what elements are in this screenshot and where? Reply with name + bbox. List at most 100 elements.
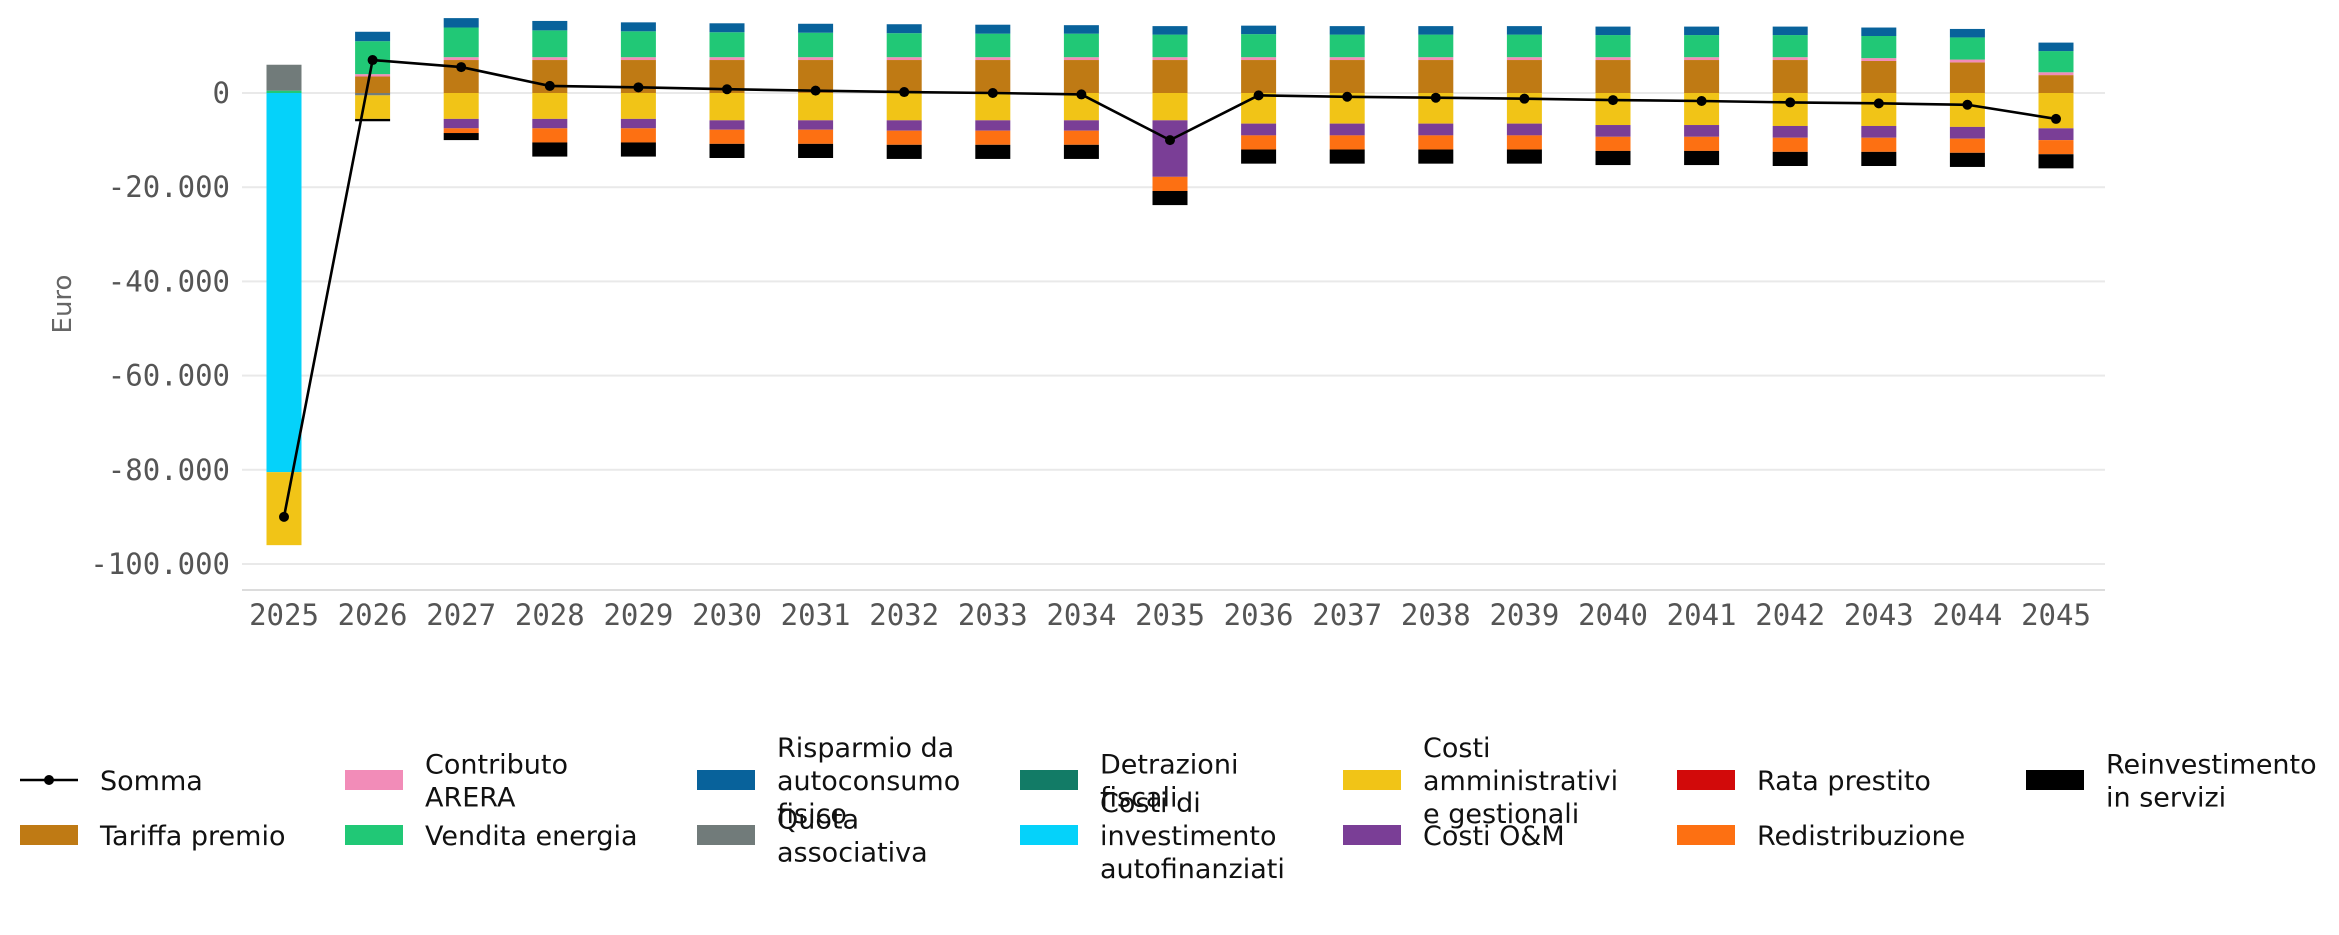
bar-redistribuzione-2037 (1329, 135, 1365, 150)
legend-item-detrazioni: Detrazioni fiscali (1020, 750, 1238, 814)
legend-item-tariffa: Tariffa premio (20, 821, 285, 852)
bar-risparmio-2044 (1949, 28, 1985, 38)
bar-reinvestimento-2044 (1949, 152, 1985, 167)
bar-reinvestimento-2042 (1772, 151, 1808, 167)
bar-redistribuzione-2044 (1949, 138, 1985, 153)
bar-vendita-2031 (798, 32, 834, 58)
bar-quota-2025 (266, 64, 302, 91)
bar-risparmio-2045 (2038, 42, 2074, 52)
bar-om-2030 (709, 120, 745, 130)
bar-vendita-2039 (1506, 34, 1542, 58)
bar-reinvestimento-2034 (1063, 144, 1099, 159)
bar-arera-2045 (2038, 72, 2074, 76)
bar-amministrativi-2026 (355, 95, 391, 119)
legend: Somma Tariffa premio Contributo ARERA Vendit… (20, 733, 2317, 885)
legend-swatch (2026, 770, 2084, 790)
y-tick-label: -20.000 (108, 170, 230, 204)
bar-risparmio-2027 (443, 18, 479, 28)
bar-vendita-2030 (709, 32, 745, 58)
legend-label: Vendita energia (425, 821, 638, 852)
legend-swatch (345, 825, 403, 845)
bar-amministrativi-2025 (266, 472, 302, 546)
bar-vendita-2040 (1595, 35, 1631, 58)
bar-redistribuzione-2040 (1595, 136, 1631, 151)
bar-tariffa-2026 (355, 76, 391, 93)
bar-vendita-2038 (1418, 34, 1454, 58)
legend-item-somma: Somma (20, 766, 203, 797)
bar-investimento-2025 (266, 93, 302, 473)
legend-swatch (20, 825, 78, 845)
bar-om-2031 (798, 120, 834, 130)
bar-arera-2030 (709, 57, 745, 61)
x-tick-label: 2033 (958, 598, 1028, 632)
bar-arera-2034 (1063, 57, 1099, 61)
somma-point-2040 (1608, 95, 1618, 106)
somma-point-2037 (1342, 91, 1353, 102)
somma-point-2039 (1519, 93, 1530, 104)
bar-redistribuzione-2035 (1152, 176, 1188, 191)
somma-point-2029 (633, 82, 644, 93)
bar-arera-2042 (1772, 57, 1808, 61)
legend-item-arera: Contributo ARERA (345, 750, 568, 814)
bar-redistribuzione-2043 (1861, 137, 1897, 152)
bar-amministrativi-2032 (886, 93, 922, 121)
somma-point-2026 (367, 55, 378, 66)
bar-reinvestimento-2035 (1152, 190, 1188, 206)
x-tick-label: 2045 (2021, 598, 2091, 632)
bar-reinvestimento-2031 (798, 143, 834, 158)
bar-vendita-2028 (532, 30, 568, 58)
bar-om-2039 (1506, 123, 1542, 136)
legend-swatch (1020, 770, 1078, 790)
bar-risparmio-2040 (1595, 26, 1631, 36)
bar-tariffa-2041 (1684, 60, 1720, 93)
bar-vendita-2029 (620, 31, 656, 58)
bar-arera-2031 (798, 57, 834, 61)
bar-vendita-2034 (1063, 33, 1099, 58)
bar-risparmio-2032 (886, 24, 922, 34)
legend-swatch-marker (44, 775, 54, 785)
bar-reinvestimento-2036 (1241, 149, 1277, 164)
x-tick-label: 2035 (1135, 598, 1205, 632)
bar-risparmio-2029 (620, 22, 656, 32)
bar-redistribuzione-2028 (532, 128, 568, 143)
somma-point-2033 (987, 88, 998, 98)
legend-item-vendita: Vendita energia (345, 821, 638, 852)
y-tick-label: -60.000 (108, 359, 230, 393)
bar-amministrativi-2044 (1949, 93, 1985, 127)
bar-tariffa-2045 (2038, 75, 2074, 93)
bar-arera-2033 (975, 57, 1011, 61)
legend-item-investimento: Costi di investimento autofinanziati (1020, 788, 1285, 885)
legend-label: Costi O&M (1423, 821, 1565, 852)
somma-point-2027 (456, 62, 467, 73)
bar-tariffa-2035 (1152, 60, 1188, 93)
somma-point-2044 (1962, 99, 1973, 110)
x-tick-label: 2041 (1667, 598, 1737, 632)
legend-item-quota: Quota associativa (697, 805, 928, 869)
bar-redistribuzione-2039 (1506, 135, 1542, 150)
legend-label: Detrazioni fiscali (1100, 750, 1238, 814)
y-tick-label: 0 (213, 76, 230, 110)
x-tick-label: 2039 (1489, 598, 1559, 632)
bar-risparmio-2042 (1772, 26, 1808, 36)
bar-reinvestimento-2039 (1506, 149, 1542, 164)
bar-arera-2043 (1861, 58, 1897, 61)
y-axis-label: Euro (48, 275, 78, 334)
bar-tariffa-2039 (1506, 60, 1542, 93)
legend-swatch (697, 825, 755, 845)
legend-swatch (1677, 825, 1735, 845)
bar-arera-2039 (1506, 57, 1542, 61)
bar-redistribuzione-2036 (1241, 135, 1277, 150)
legend-swatch (1677, 770, 1735, 790)
legend-label: Reinvestimento in servizi (2106, 750, 2317, 814)
bar-risparmio-2039 (1506, 26, 1542, 35)
bar-tariffa-2037 (1329, 60, 1365, 93)
legend-label: Somma (100, 766, 203, 797)
bar-om-2032 (886, 120, 922, 131)
bar-reinvestimento-2038 (1418, 149, 1454, 164)
bar-arera-2040 (1595, 57, 1631, 61)
bar-risparmio-2026 (355, 31, 391, 42)
bar-om-2044 (1949, 126, 1985, 139)
legend-item-amministrativi: Costi amministrativi e gestionali (1343, 733, 1618, 830)
bar-tariffa-2033 (975, 60, 1011, 93)
